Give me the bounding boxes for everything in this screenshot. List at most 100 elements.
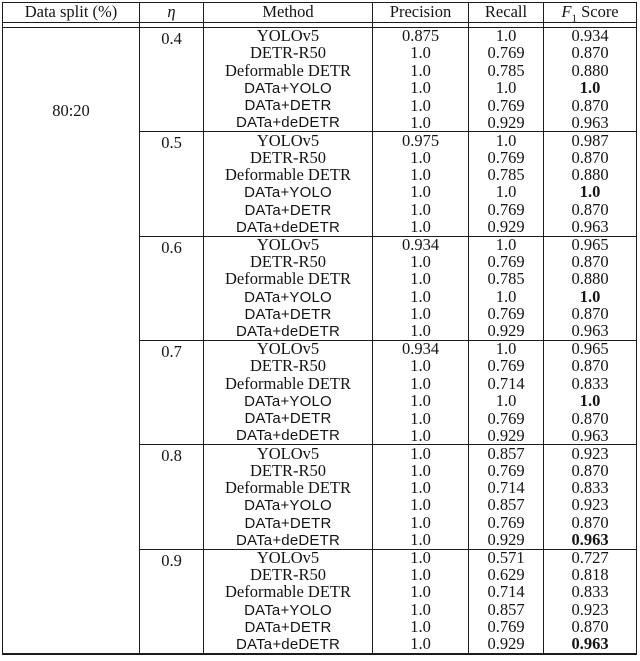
- precision-cell: 0.934: [372, 340, 469, 358]
- method-cell: DATa+DETR: [203, 618, 373, 637]
- table-header: Data split (%) η Method Precision Recall…: [2, 2, 637, 28]
- table-row: DETR-R50 1.0 0.769 0.870: [3, 149, 637, 167]
- f1-cell: 0.963: [543, 114, 637, 132]
- table-row: DATa+DETR 1.0 0.769 0.870: [3, 618, 637, 637]
- precision-cell: 1.0: [372, 114, 469, 132]
- precision-cell: 1.0: [372, 618, 469, 637]
- recall-cell: 1.0: [468, 392, 544, 411]
- precision-cell: 1.0: [372, 636, 469, 654]
- precision-cell: 1.0: [372, 218, 469, 237]
- table-row: DATa+YOLO 1.0 1.0 1.0: [3, 392, 637, 411]
- precision-cell: 0.934: [372, 235, 469, 254]
- f1-cell: 0.963: [543, 323, 637, 341]
- recall-cell: 1.0: [468, 26, 544, 45]
- method-cell: Deformable DETR: [203, 166, 373, 185]
- table-row: 0.8 YOLOv5 1.0 0.857 0.923: [3, 444, 637, 550]
- table-row: 0.6 YOLOv5 0.934 1.0 0.965: [3, 235, 637, 341]
- precision-cell: 1.0: [372, 548, 469, 567]
- precision-cell: 1.0: [372, 584, 469, 602]
- precision-cell: 1.0: [372, 392, 469, 411]
- table-row: DETR-R50 1.0 0.769 0.870: [3, 253, 637, 271]
- f1-cell: 0.870: [543, 44, 637, 63]
- precision-cell: 1.0: [372, 444, 469, 463]
- f1-cell: 0.870: [543, 201, 637, 219]
- precision-cell: 1.0: [372, 253, 469, 271]
- data-split-cell: 80:20: [2, 27, 140, 654]
- method-cell: DATa+YOLO: [203, 288, 373, 306]
- method-cell: DATa+deDETR: [203, 323, 373, 341]
- recall-cell: 0.769: [468, 305, 544, 324]
- recall-cell: 0.769: [468, 618, 544, 637]
- f1-cell: 0.870: [543, 514, 637, 532]
- method-cell: YOLOv5: [203, 548, 373, 567]
- method-cell: DETR-R50: [203, 44, 373, 63]
- f1-cell: 0.870: [543, 305, 637, 324]
- precision-cell: 1.0: [372, 201, 469, 219]
- table-row: Deformable DETR 1.0 0.714 0.833: [3, 375, 637, 393]
- method-cell: Deformable DETR: [203, 584, 373, 602]
- header-precision: Precision: [372, 2, 469, 23]
- precision-cell: 1.0: [372, 79, 469, 98]
- table-row: DETR-R50 1.0 0.769 0.870: [3, 462, 637, 480]
- recall-cell: 0.769: [468, 97, 544, 115]
- recall-cell: 0.629: [468, 566, 544, 584]
- header-recall: Recall: [468, 2, 544, 23]
- recall-cell: 1.0: [468, 288, 544, 306]
- f1-cell: 0.923: [543, 601, 637, 619]
- table-row: DATa+DETR 1.0 0.769 0.870: [3, 97, 637, 115]
- table-row: DATa+deDETR 1.0 0.929 0.963: [3, 323, 637, 341]
- eta-value-cell: 0.9: [139, 548, 204, 654]
- f1-cell: 0.963: [543, 531, 637, 550]
- precision-cell: 0.975: [372, 131, 469, 150]
- precision-cell: 1.0: [372, 305, 469, 324]
- f1-cell: 0.727: [543, 548, 637, 567]
- table-row: DATa+DETR 1.0 0.769 0.870: [3, 410, 637, 428]
- recall-cell: 0.929: [468, 323, 544, 341]
- method-cell: YOLOv5: [203, 340, 373, 358]
- header-method: Method: [203, 2, 373, 23]
- table-row: DATa+DETR 1.0 0.769 0.870: [3, 305, 637, 324]
- f1-cell: 0.870: [543, 97, 637, 115]
- f1-cell: 1.0: [543, 288, 637, 306]
- precision-cell: 1.0: [372, 288, 469, 306]
- f1-cell: 0.880: [543, 166, 637, 185]
- f1-cell: 0.963: [543, 218, 637, 237]
- precision-cell: 1.0: [372, 270, 469, 289]
- recall-cell: 1.0: [468, 235, 544, 254]
- table-row: DETR-R50 1.0 0.769 0.870: [3, 44, 637, 63]
- method-cell: DATa+DETR: [203, 514, 373, 532]
- f1-cell: 0.870: [543, 462, 637, 480]
- precision-cell: 1.0: [372, 323, 469, 341]
- recall-cell: 1.0: [468, 340, 544, 358]
- table-row: 0.9 YOLOv5 1.0 0.571 0.727: [3, 548, 637, 654]
- precision-cell: 1.0: [372, 166, 469, 185]
- table-row: DATa+deDETR 1.0 0.929 0.963: [3, 636, 637, 654]
- f1-word: Score: [581, 2, 619, 22]
- f1-cell: 0.833: [543, 479, 637, 498]
- table-row: DATa+YOLO 1.0 1.0 1.0: [3, 79, 637, 98]
- recall-cell: 1.0: [468, 184, 544, 202]
- data-split-value: 80:20: [52, 101, 90, 120]
- eta-value-cell: 0.5: [139, 131, 204, 237]
- table-row: DATa+YOLO 1.0 1.0 1.0: [3, 184, 637, 202]
- recall-cell: 0.714: [468, 479, 544, 498]
- method-cell: DATa+DETR: [203, 410, 373, 428]
- table-row: Deformable DETR 1.0 0.785 0.880: [3, 270, 637, 289]
- f1-subscript: 1: [571, 12, 577, 23]
- precision-cell: 1.0: [372, 601, 469, 619]
- precision-cell: 1.0: [372, 479, 469, 498]
- table-row: DATa+YOLO 1.0 0.857 0.923: [3, 601, 637, 619]
- f1-cell: 0.987: [543, 131, 637, 150]
- table-row: DATa+deDETR 1.0 0.929 0.963: [3, 427, 637, 445]
- precision-cell: 1.0: [372, 514, 469, 532]
- recall-cell: 1.0: [468, 131, 544, 150]
- table-row: DATa+DETR 1.0 0.769 0.870: [3, 201, 637, 219]
- recall-cell: 0.857: [468, 444, 544, 463]
- f1-cell: 0.934: [543, 26, 637, 45]
- recall-cell: 0.769: [468, 253, 544, 271]
- f1-letter: F: [561, 2, 572, 22]
- eta-value-cell: 0.7: [139, 340, 204, 445]
- f1-cell: 0.870: [543, 410, 637, 428]
